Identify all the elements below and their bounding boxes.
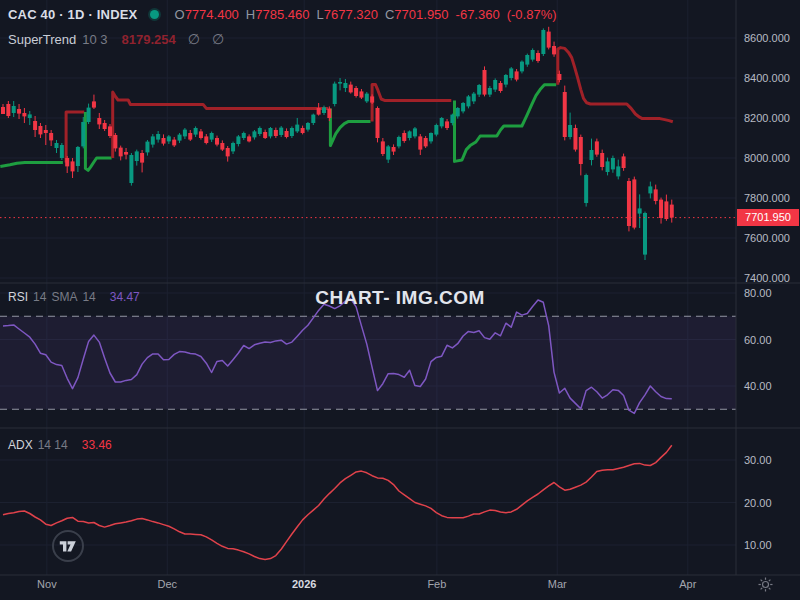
rsi-name: RSI — [8, 290, 28, 304]
current-price-label: 7701.950 — [737, 209, 799, 226]
supertrend-name: SuperTrend — [8, 32, 76, 47]
adx-params: 14 14 — [38, 438, 68, 452]
adx-axis-tick: 20.00 — [744, 496, 772, 510]
supertrend-legend[interactable]: SuperTrend 10 3 8179.254 ∅ ∅ — [8, 31, 224, 47]
rsi-param: 14 — [33, 290, 46, 304]
symbol-header: CAC 40 · 1D · INDEX O7774.400 H7785.460 … — [8, 7, 564, 22]
high-value: 7785.460 — [255, 7, 309, 22]
time-axis-tick: Mar — [548, 578, 567, 590]
watermark: CHART- IMG.COM — [315, 287, 485, 309]
supertrend-line — [0, 48, 673, 171]
rsi-axis-tick: 80.00 — [744, 286, 772, 300]
rsi-axis-tick: 40.00 — [744, 379, 772, 393]
high-label: H — [246, 7, 255, 22]
rsi-band — [0, 316, 736, 409]
price-axis-tick: 8600.000 — [744, 31, 790, 45]
supertrend-params: 10 3 — [82, 32, 107, 47]
adx-axis-tick: 10.00 — [744, 538, 772, 552]
time-axis-tick: 2026 — [292, 578, 316, 590]
price-axis-tick: 7800.000 — [744, 191, 790, 205]
tradingview-logo[interactable] — [51, 529, 85, 563]
price-axis-tick: 7400.000 — [744, 271, 790, 285]
low-value: 7677.320 — [324, 7, 378, 22]
time-axis-tick: Feb — [427, 578, 446, 590]
adx-name: ADX — [8, 438, 33, 452]
symbol-title[interactable]: CAC 40 · 1D · INDEX — [8, 7, 138, 22]
rsi-sma-label: SMA — [51, 290, 77, 304]
adx-axis-tick: 30.00 — [744, 453, 772, 467]
close-value: 7701.950 — [394, 7, 448, 22]
change-value: -67.360 — [456, 7, 500, 22]
price-axis-tick: 8200.000 — [744, 111, 790, 125]
rsi-sma-param: 14 — [82, 290, 95, 304]
settings-gear-icon[interactable] — [758, 577, 773, 592]
supertrend-value: 8179.254 — [121, 32, 175, 47]
adx-legend[interactable]: ADX 14 14 33.46 — [8, 438, 112, 452]
close-label: C — [385, 7, 394, 22]
open-label: O — [175, 7, 185, 22]
supertrend-empty-icon: ∅ — [188, 31, 200, 47]
chart-container: CAC 40 · 1D · INDEX O7774.400 H7785.460 … — [0, 0, 800, 600]
low-label: L — [316, 7, 323, 22]
price-axis-tick: 8400.000 — [744, 71, 790, 85]
adx-value: 33.46 — [82, 438, 112, 452]
change-percent: (-0.87%) — [507, 7, 557, 22]
rsi-value: 34.47 — [110, 290, 140, 304]
time-axis-tick: Dec — [157, 578, 177, 590]
time-axis-tick: Nov — [37, 578, 57, 590]
price-axis-tick: 8000.000 — [744, 151, 790, 165]
market-status-icon — [150, 10, 159, 19]
rsi-legend[interactable]: RSI 14 SMA 14 34.47 — [8, 290, 140, 304]
price-axis-tick: 7600.000 — [744, 231, 790, 245]
time-axis-tick: Apr — [679, 578, 696, 590]
open-value: 7774.400 — [185, 7, 239, 22]
supertrend-empty-icon: ∅ — [212, 31, 224, 47]
rsi-axis-tick: 60.00 — [744, 333, 772, 347]
